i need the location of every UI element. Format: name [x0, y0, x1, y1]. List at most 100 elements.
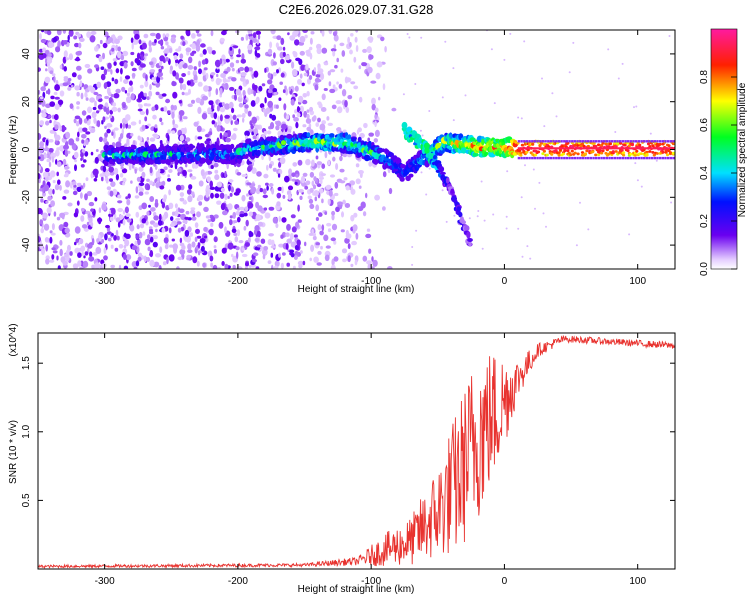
spectrogram-noise-cell [320, 173, 327, 177]
spectrogram-marks [38, 30, 675, 269]
spectrogram-noise-cell [307, 195, 312, 200]
spectrogram-signal-cell [146, 145, 151, 151]
y-tick-label: -20 [21, 190, 32, 205]
spectrogram-noise-cell [210, 30, 214, 37]
spectrogram-noise-cell [178, 77, 184, 84]
spectrogram-signal-cell [595, 140, 598, 143]
spectrogram-noise-cell [63, 221, 69, 228]
spectrogram-noise-cell [231, 77, 237, 82]
spectrogram-signal-cell [357, 136, 362, 143]
spectrogram-signal-cell [544, 140, 547, 143]
spectrogram-noise-cell [74, 159, 78, 163]
spectrogram-noise-cell [335, 206, 340, 213]
spectrogram-noise-cell [38, 165, 41, 171]
spectrogram-signal-cell [668, 151, 673, 155]
spectrogram-noise-cell [117, 51, 122, 59]
spectrogram-signal-cell [528, 156, 531, 160]
spectrogram-signal-cell [525, 140, 529, 143]
spectrogram-noise-cell [191, 241, 196, 248]
spectrogram-noise-cell [420, 36, 423, 39]
spectrogram-noise-cell [193, 121, 199, 127]
spectrogram-noise-cell [51, 223, 55, 231]
spectrogram-signal-cell [661, 150, 665, 154]
spectrogram-signal-cell [581, 140, 585, 143]
x-tick-label: 100 [629, 576, 646, 587]
spectrogram-noise-cell [195, 97, 201, 104]
spectrogram-noise-cell [225, 58, 230, 63]
spectrogram-signal-cell [560, 156, 563, 160]
spectrogram-noise-cell [95, 149, 99, 152]
spectrogram-noise-cell [246, 193, 249, 197]
spectrogram-signal-cell [626, 149, 630, 153]
spectrogram-noise-cell [185, 235, 191, 243]
spectrogram-noise-cell [67, 86, 72, 91]
spectrogram-noise-cell [62, 196, 67, 200]
spectrogram-noise-cell [328, 81, 332, 87]
spectrogram-noise-cell [275, 120, 282, 127]
spectrogram-signal-cell [573, 151, 577, 155]
spectrogram-noise-cell [247, 202, 254, 209]
spectrogram-noise-cell [380, 36, 385, 42]
spectrogram-noise-cell [406, 33, 409, 35]
spectrogram-signal-cell [451, 195, 457, 201]
spectrogram-noise-cell [206, 138, 212, 142]
spectrogram-noise-cell [80, 207, 85, 212]
spectrogram-noise-cell [308, 75, 313, 80]
spectrogram-noise-cell [198, 180, 204, 187]
spectrogram-noise-cell [353, 56, 357, 63]
spectrogram-noise-cell [78, 42, 82, 49]
spectrogram-noise-cell [173, 54, 178, 61]
spectrogram-noise-cell [168, 227, 172, 234]
spectrogram-noise-cell [195, 30, 200, 34]
spectrogram-noise-cell [233, 191, 240, 196]
spectrogram-noise-cell [126, 92, 131, 97]
spectrogram-signal-cell [619, 142, 623, 145]
spectrogram-noise-cell [365, 192, 368, 199]
spectrogram-noise-cell [73, 151, 79, 159]
spectrogram-noise-cell [305, 180, 311, 186]
y-tick-label: 0.5 [21, 493, 32, 507]
spectrogram-noise-cell [190, 207, 196, 211]
snr-scale-label: (x10^4) [8, 323, 19, 356]
spectrogram-noise-cell [68, 53, 73, 61]
spectrogram-noise-cell [282, 51, 286, 58]
spectrogram-noise-cell [100, 73, 106, 81]
spectrogram-noise-cell [359, 132, 365, 139]
spectrogram-noise-cell [317, 250, 322, 255]
spectrogram-noise-cell [268, 206, 275, 211]
spectrogram-signal-cell [531, 156, 534, 160]
spectrogram-noise-cell [345, 185, 350, 191]
spectrogram-noise-cell [93, 178, 98, 182]
spectrogram-signal-cell [655, 152, 659, 155]
spectrogram-noise-cell [160, 46, 165, 50]
spectrogram-noise-cell [143, 33, 149, 39]
spectrogram-noise-cell [153, 261, 160, 268]
spectrogram-noise-cell [257, 34, 261, 40]
spectrogram-signal-cell [539, 156, 542, 160]
spectrogram-noise-cell [277, 186, 283, 191]
spectrogram-noise-cell [80, 192, 83, 199]
spectrogram-noise-cell [210, 72, 216, 76]
spectrogram-noise-cell [224, 103, 230, 110]
spectrogram-noise-cell [252, 32, 257, 39]
spectrogram-x-label: Height of straight line (km) [298, 284, 415, 295]
spectrogram-signal-cell [329, 133, 335, 138]
spectrogram-noise-cell [329, 69, 336, 73]
spectrogram-noise-cell [579, 201, 581, 204]
spectrogram-signal-cell [408, 173, 414, 178]
spectrogram-noise-cell [572, 41, 575, 44]
spectrogram-noise-cell [208, 48, 213, 55]
spectrogram-noise-cell [117, 200, 123, 204]
spectrogram-noise-cell [640, 185, 643, 188]
spectrogram-noise-cell [309, 257, 313, 262]
spectrogram-signal-cell [539, 140, 542, 143]
spectrogram-noise-cell [221, 261, 225, 266]
spectrogram-signal-cell [611, 140, 614, 143]
snr-line-group [38, 334, 675, 569]
spectrogram-noise-cell [320, 178, 323, 185]
spectrogram-noise-cell [294, 181, 298, 185]
spectrogram-noise-cell [362, 211, 367, 217]
spectrogram-noise-cell [185, 163, 188, 168]
